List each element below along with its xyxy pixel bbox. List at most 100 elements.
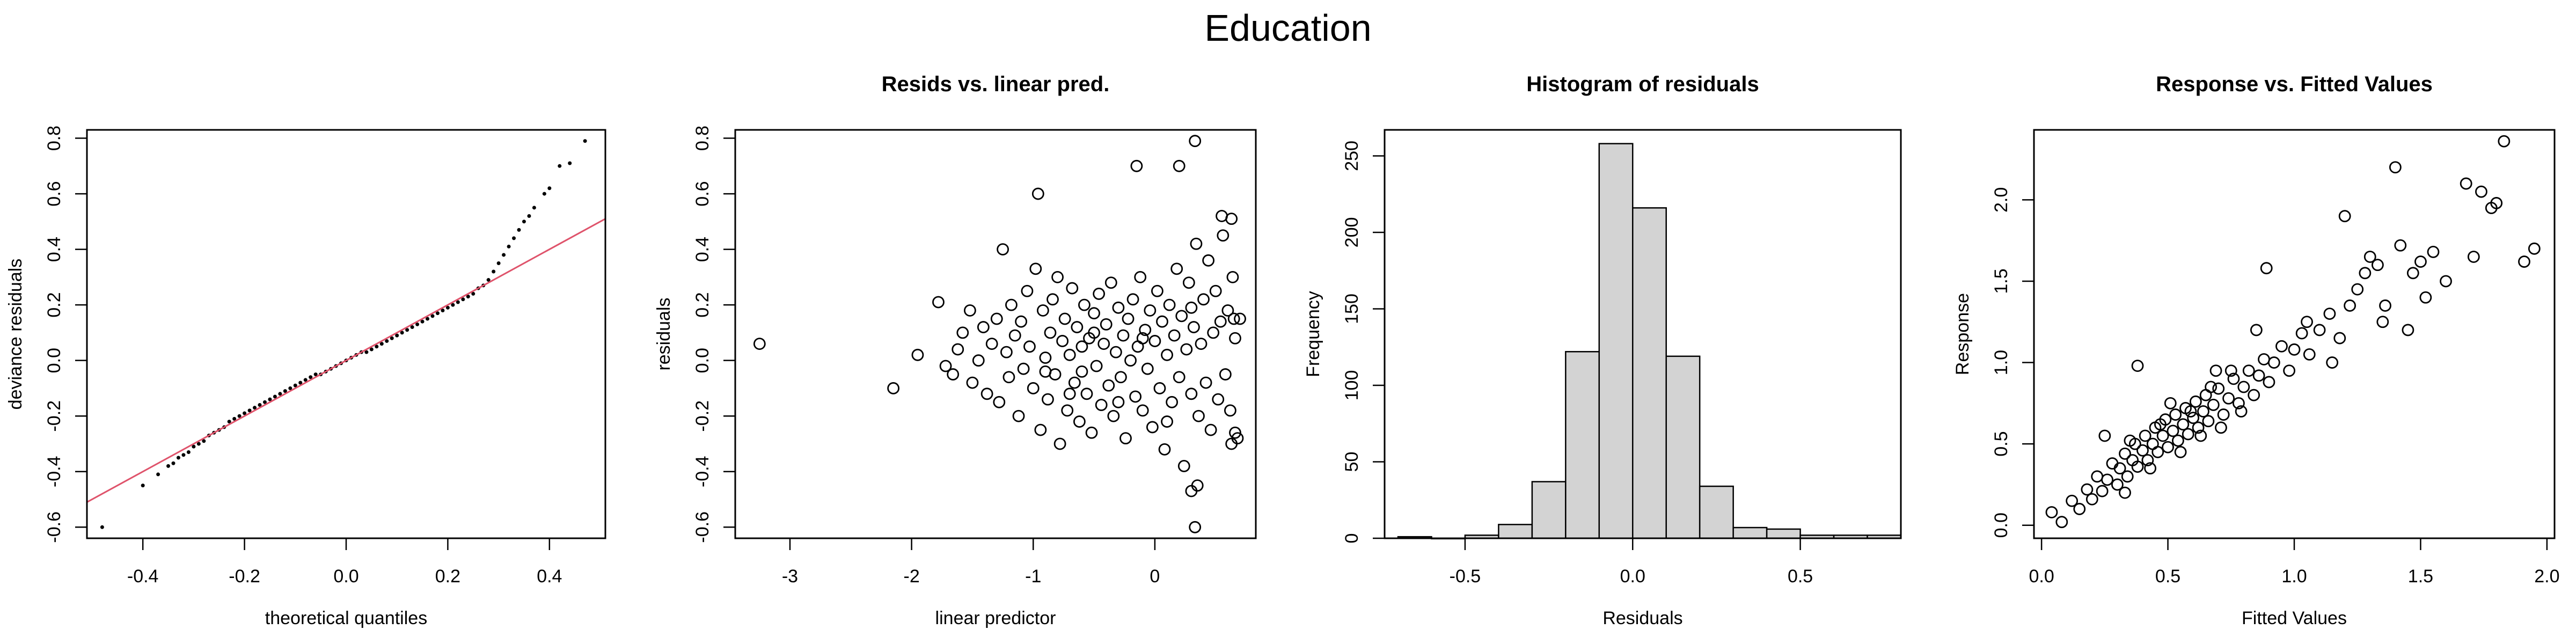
data-point (1063, 387, 1076, 400)
data-point (1117, 329, 1130, 342)
chart-title: Histogram of residuals (1526, 72, 1759, 96)
data-point (1023, 340, 1036, 353)
data-point (972, 354, 985, 367)
data-point (966, 376, 979, 389)
data-point (2131, 360, 2144, 372)
data-point (2144, 462, 2157, 475)
x-tick-label: 1.0 (2281, 566, 2307, 587)
data-point (547, 186, 552, 191)
histogram-bar (1565, 351, 1600, 539)
data-point (2139, 429, 2151, 442)
data-point (2303, 348, 2316, 361)
data-point (1151, 284, 1163, 297)
data-point (2301, 316, 2313, 328)
data-point (2124, 434, 2136, 447)
data-point (2414, 255, 2427, 268)
data-point (2389, 161, 2402, 174)
data-point (507, 244, 511, 248)
data-point (1005, 298, 1018, 311)
data-point (1168, 329, 1181, 342)
data-point (227, 420, 231, 424)
data-point (369, 347, 374, 352)
data-point (977, 321, 990, 333)
data-point (997, 243, 1009, 256)
plot-frame (734, 129, 1257, 539)
data-point (2106, 457, 2119, 470)
y-tick-label: 100 (1342, 370, 1362, 401)
data-point (2224, 364, 2237, 377)
data-point (2192, 421, 2205, 434)
data-point (2154, 418, 2167, 431)
x-axis-label: Residuals (1602, 608, 1682, 628)
data-point (1104, 276, 1117, 289)
data-point (1097, 338, 1110, 350)
data-point (2363, 251, 2376, 263)
data-point (993, 396, 1006, 408)
data-point (887, 382, 900, 394)
data-point (262, 400, 267, 404)
data-point (1129, 390, 1142, 403)
data-point (1188, 321, 1200, 333)
data-point (379, 342, 384, 346)
data-point (2177, 418, 2190, 431)
data-point (2326, 356, 2339, 369)
histogram-bar (1498, 524, 1533, 539)
data-point (1173, 371, 1185, 384)
y-tick-label: 0.5 (1991, 431, 2011, 457)
histogram-bar (1699, 485, 1734, 539)
y-tick-label: 0.2 (692, 292, 713, 318)
data-point (471, 291, 475, 296)
data-point (2119, 447, 2131, 460)
histogram-bar (1598, 143, 1634, 539)
data-point (1027, 382, 1040, 394)
data-point (456, 300, 460, 304)
data-point (1229, 426, 1241, 439)
data-point (1066, 282, 1079, 295)
data-point (2205, 380, 2218, 393)
reference-line (86, 218, 606, 503)
data-point (2295, 327, 2308, 340)
data-point (420, 319, 425, 324)
data-point (1163, 298, 1176, 311)
data-point (2490, 197, 2503, 209)
data-point (2323, 308, 2336, 320)
data-point (1202, 254, 1215, 267)
data-point (2237, 380, 2250, 393)
data-point (1090, 360, 1103, 372)
data-point (2518, 255, 2530, 268)
data-point (1093, 288, 1106, 300)
data-point (1042, 393, 1054, 406)
data-point (2182, 428, 2194, 441)
data-point (2174, 445, 2187, 458)
data-point (2267, 356, 2280, 369)
data-point (2406, 267, 2419, 280)
data-point (202, 439, 206, 443)
data-point (2288, 343, 2301, 356)
data-point (171, 461, 175, 465)
data-point (2167, 425, 2179, 437)
histogram-bar (1531, 481, 1567, 539)
y-axis-label: residuals (654, 297, 674, 370)
data-point (400, 331, 404, 335)
data-point (1136, 332, 1149, 345)
data-point (293, 383, 297, 387)
data-point (2209, 364, 2222, 377)
x-axis-label: linear predictor (935, 608, 1056, 628)
data-point (258, 403, 262, 407)
data-point (2187, 412, 2200, 425)
data-point (1095, 399, 1108, 411)
data-point (2136, 444, 2149, 457)
y-tick-label: 2.0 (1991, 187, 2011, 213)
data-point (2215, 421, 2227, 434)
data-point (288, 386, 292, 390)
data-point (2258, 353, 2270, 365)
data-point (1002, 371, 1015, 384)
data-point (1056, 335, 1069, 347)
data-point (1109, 346, 1122, 358)
y-tick-label: 1.5 (1991, 268, 2011, 294)
data-point (243, 411, 247, 415)
data-point (558, 164, 562, 168)
x-tick-label: 1.5 (2408, 566, 2433, 587)
